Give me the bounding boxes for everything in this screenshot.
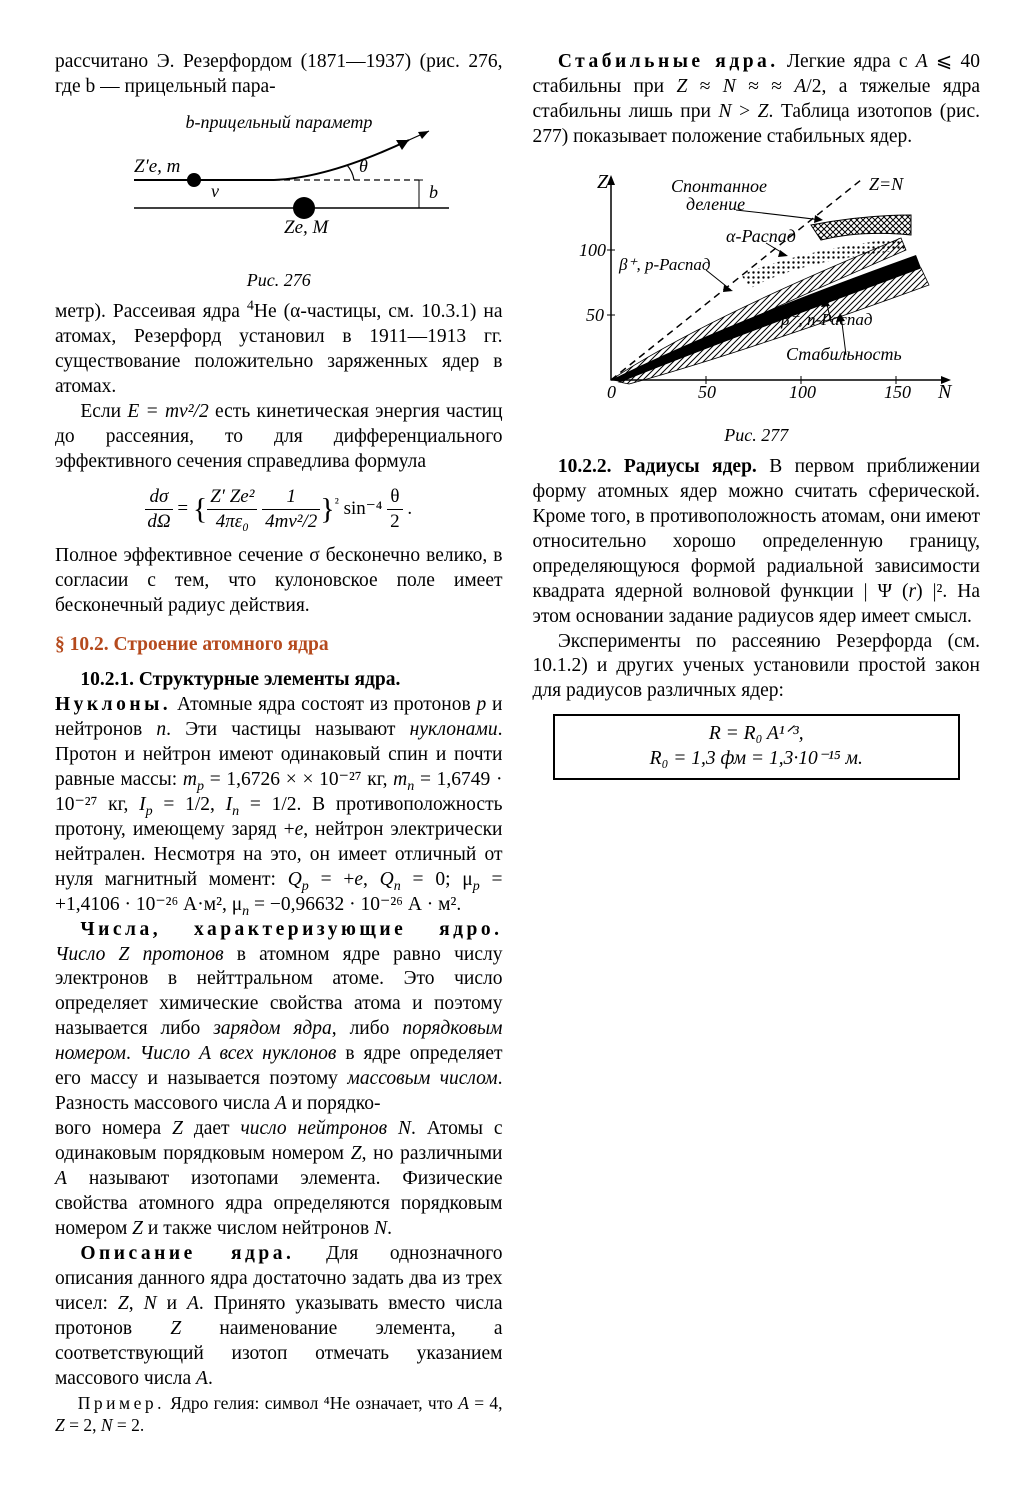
fig276-v: v — [211, 181, 219, 201]
para: Описание ядра. Для однозначного описания… — [55, 1242, 503, 1392]
para: Стабильные ядра. Легкие ядра с A ⩽ 40 ст… — [533, 50, 981, 150]
fig277-x0: 0 — [607, 382, 616, 402]
fig276-zprime: Z′e, m — [134, 156, 180, 177]
fig276-svg: b-прицельный параметр Z′e, m v θ b Ze, M — [99, 110, 459, 265]
fig277-y50: 50 — [586, 305, 604, 325]
fig277-caption: Рис. 277 — [533, 424, 981, 447]
para: Числа, характеризующие ядро. Число Z про… — [55, 918, 503, 1118]
figure-276: b-прицельный параметр Z′e, m v θ b Ze, M… — [55, 110, 503, 292]
fig277-alpha: α-Распад — [726, 226, 796, 246]
fig276-label-b: b-прицельный параметр — [185, 112, 372, 132]
figure-277: Z 100 50 0 50 100 150 N Спонтанное делен… — [533, 160, 981, 447]
fig276-b2: b — [429, 182, 438, 202]
fig277-x100: 100 — [789, 382, 816, 402]
fig277-zn: Z=N — [869, 174, 904, 194]
fig277-x50: 50 — [698, 382, 716, 402]
fig276-theta: θ — [359, 156, 368, 176]
fig277-spont: Спонтанное деление — [671, 176, 772, 214]
fig277-x150: 150 — [884, 382, 911, 402]
boxed-formula-radius: R = R₀ A¹ᐟ³, R₀ = 1,3 фм = 1,3·10⁻¹⁵ м. — [553, 714, 961, 780]
para: Нуклоны. Атомные ядра состоят из протоно… — [55, 693, 503, 918]
para: Эксперименты по рассеянию Резерфорда (см… — [533, 630, 981, 705]
formula-rutherford: dσ dΩ = { Z′ Ze² 4πε₀ 1 4mv²/2 }² sin⁻⁴ … — [55, 485, 503, 535]
fig277-y100: 100 — [579, 240, 606, 260]
fig277-xlabel: N — [937, 381, 953, 403]
para: рассчитано Э. Резерфордом (1871—1937) (р… — [55, 50, 503, 100]
fig277-svg: Z 100 50 0 50 100 150 N Спонтанное делен… — [551, 160, 961, 420]
subhead-10-2-1: 10.2.1. Структурные элементы ядра. — [55, 668, 503, 693]
para: 10.2.2. Радиусы ядер. В первом приближен… — [533, 455, 981, 630]
fig277-betap: β⁺, p-Распад — [618, 255, 711, 274]
fig277-ylabel: Z — [597, 171, 609, 193]
para-example: Пример. Ядро гелия: символ ⁴He означает,… — [55, 1392, 503, 1437]
fig277-stab: Стабильность — [786, 344, 902, 364]
para: метр). Рассеивая ядра 4He (α-частицы, см… — [55, 300, 503, 400]
para: вого номера Z дает число нейтронов N. Ат… — [55, 1117, 503, 1242]
section-10-2: § 10.2. Строение атомного ядра — [55, 633, 503, 658]
para: Полное эффективное сечение σ бесконечно … — [55, 544, 503, 619]
fig277-betam: β⁻, n-Распад — [780, 310, 873, 329]
para: Если E = mv²/2 есть кинетическая энергия… — [55, 400, 503, 475]
fig276-ze: Ze, M — [284, 217, 330, 238]
fig276-caption: Рис. 276 — [55, 269, 503, 292]
